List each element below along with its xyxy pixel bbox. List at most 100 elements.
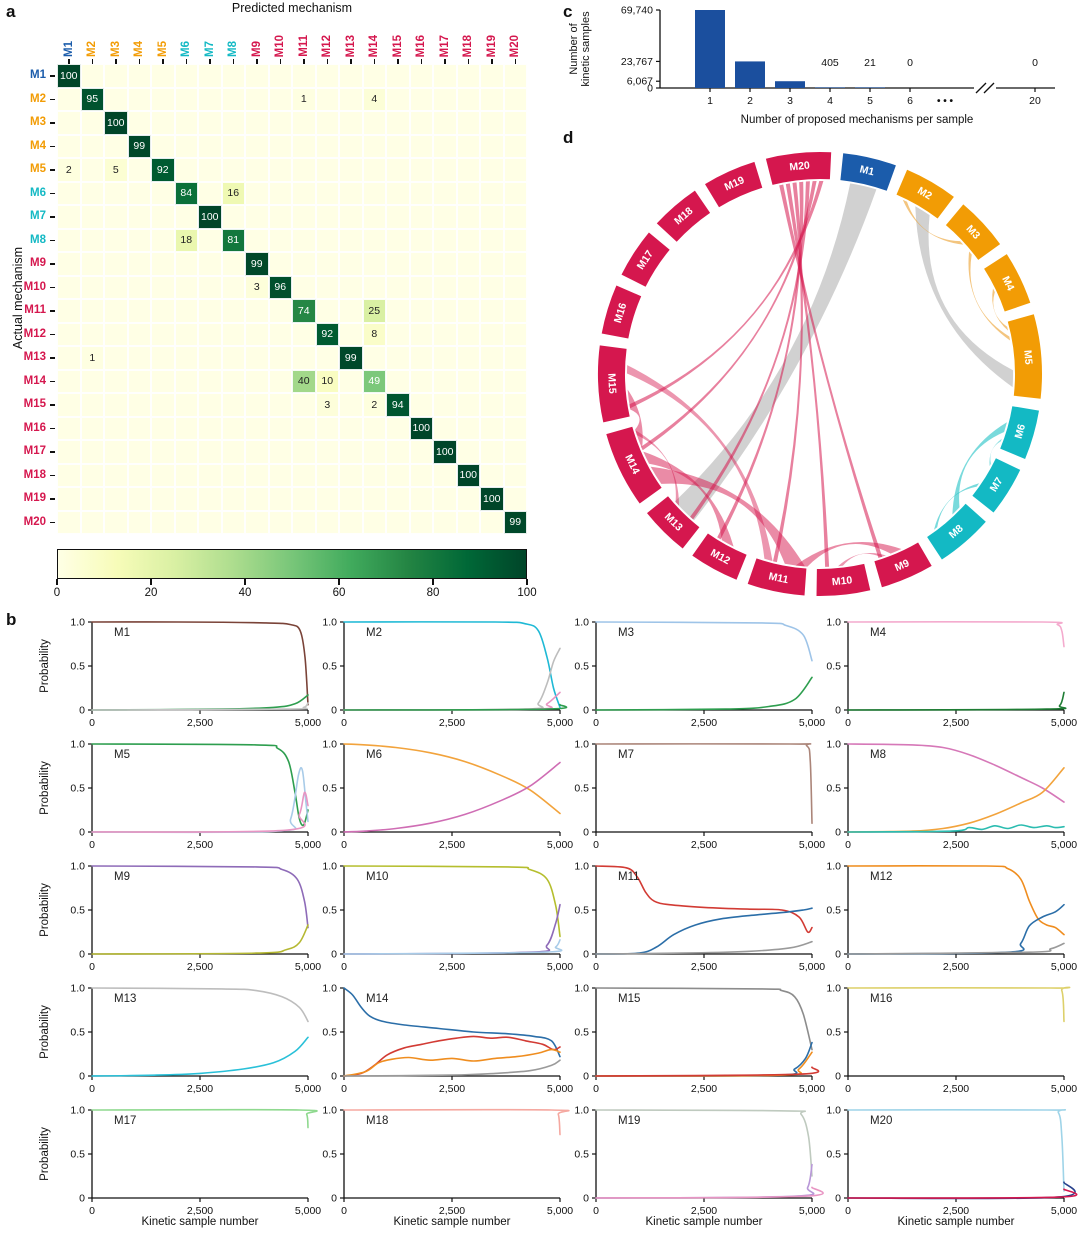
- series-line: [91, 694, 309, 711]
- series-line: [91, 1036, 309, 1077]
- plot-xtick-label: 5,000: [1051, 1083, 1077, 1095]
- cm-cell-M2-M18: [456, 87, 480, 111]
- plot-ytick-label: 0.5: [70, 1027, 85, 1039]
- bar-value-label: 0: [1032, 57, 1038, 69]
- plot-xtick-label: 0: [89, 961, 95, 973]
- cm-cell-M16-M3: [104, 416, 128, 440]
- plot-xtick-label: 2,500: [691, 717, 717, 729]
- col-label-M12: M12: [321, 34, 334, 57]
- cm-cell-M8-M11: [292, 228, 316, 252]
- chord-arc-M1: [840, 153, 896, 191]
- cm-cell-M9-M18: [456, 252, 480, 276]
- cm-cell-M20-M5: [151, 510, 175, 534]
- plot-mechanism-label: M9: [114, 871, 130, 883]
- cm-cell-M4-M4: 99: [127, 134, 151, 158]
- lineplot-M11: 0 0.5 1.0 0 2,500 5,000 M11: [574, 861, 825, 974]
- cm-cell-M16-M8: [221, 416, 245, 440]
- cm-cell-M3-M10: [268, 111, 292, 135]
- bar-yaxis-title: Number ofkinetic samples: [568, 11, 592, 87]
- plot-xaxis-title: Kinetic sample number: [898, 1216, 1015, 1228]
- axis-ellipsis: • • •: [937, 96, 954, 107]
- bar-xtick-label: 4: [827, 95, 833, 107]
- plot-xtick-label: 2,500: [943, 1205, 969, 1217]
- cm-cell-M20-M12: [315, 510, 339, 534]
- lineplot-M12: 0 0.5 1.0 0 2,500 5,000 M12: [826, 861, 1077, 974]
- cm-cell-M16-M12: [315, 416, 339, 440]
- cm-cell-M12-M1: [57, 322, 81, 346]
- chord-arc-M15: [597, 345, 630, 423]
- cm-cell-M4-M2: [80, 134, 104, 158]
- lineplot-M5: 0 0.5 1.0 0 2,500 5,000 M5 Probability: [39, 739, 321, 852]
- cm-cell-M19-M1: [57, 487, 81, 511]
- cm-cell-M16-M17: [433, 416, 457, 440]
- series-line: [343, 621, 561, 709]
- cm-cell-M15-M15: 94: [386, 393, 410, 417]
- chord-ribbon-M2-M5: [915, 206, 1014, 388]
- panel-letter-d: d: [563, 128, 574, 147]
- plot-mechanism-label: M13: [114, 993, 136, 1005]
- cm-cell-M18-M3: [104, 463, 128, 487]
- cm-cell-M5-M2: [80, 158, 104, 182]
- chord-arc-M12: [692, 533, 747, 580]
- row-tick-M7: [50, 216, 55, 218]
- cm-cell-M2-M12: [315, 87, 339, 111]
- row-tick-M20: [50, 521, 55, 523]
- cm-cell-M11-M18: [456, 299, 480, 323]
- cm-cell-M19-M7: [198, 487, 222, 511]
- plot-yaxis-title: Probability: [39, 1127, 51, 1181]
- axis-break-mark: [983, 82, 995, 94]
- cm-cell-M18-M7: [198, 463, 222, 487]
- bar-value-label: 21: [864, 57, 876, 69]
- plot-xtick-label: 5,000: [295, 839, 321, 851]
- cm-cell-M11-M4: [127, 299, 151, 323]
- cm-cell-M18-M18: 100: [456, 463, 480, 487]
- row-tick-M18: [50, 474, 55, 476]
- cm-cell-M12-M17: [433, 322, 457, 346]
- cm-cell-M15-M1: [57, 393, 81, 417]
- cm-cell-M2-M17: [433, 87, 457, 111]
- plot-ytick-label: 0: [79, 1193, 85, 1205]
- col-tick-M17: [444, 58, 446, 64]
- series-line: [343, 703, 568, 711]
- cm-cell-M8-M8: 81: [221, 228, 245, 252]
- cm-cell-M17-M5: [151, 440, 175, 464]
- chord-arc-label-M16: M16: [612, 301, 629, 324]
- cm-cell-M20-M6: [174, 510, 198, 534]
- plot-xtick-label: 5,000: [547, 717, 573, 729]
- chord-arc-M2: [896, 169, 954, 219]
- cm-cell-M12-M8: [221, 322, 245, 346]
- row-tick-M6: [50, 192, 55, 194]
- cm-cell-M19-M19: 100: [480, 487, 504, 511]
- cm-cell-M19-M9: [245, 487, 269, 511]
- cm-cell-M9-M8: [221, 252, 245, 276]
- chord-ribbon-M20-M10: [785, 183, 830, 567]
- cm-cell-M12-M14: 8: [362, 322, 386, 346]
- plot-ytick-label: 0: [835, 1193, 841, 1205]
- row-tick-M17: [50, 451, 55, 453]
- colorbar-tick-label: 80: [426, 587, 440, 599]
- plot-xtick-label: 2,500: [691, 1083, 717, 1095]
- cm-cell-M8-M15: [386, 228, 410, 252]
- row-tick-M1: [50, 75, 55, 77]
- col-tick-M6: [185, 58, 187, 64]
- col-tick-M18: [467, 58, 469, 64]
- cm-cell-M10-M3: [104, 275, 128, 299]
- series-line: [343, 691, 561, 711]
- row-tick-M9: [50, 263, 55, 265]
- lineplot-M16: 0 0.5 1.0 0 2,500 5,000 M16: [826, 983, 1077, 1096]
- cm-cell-M11-M19: [480, 299, 504, 323]
- series-line: [343, 1108, 570, 1136]
- cm-cell-M13-M12: [315, 346, 339, 370]
- cm-cell-M20-M10: [268, 510, 292, 534]
- chord-arc-M5: [1007, 314, 1042, 399]
- cm-cell-M1-M6: [174, 64, 198, 88]
- cm-cell-M8-M1: [57, 228, 81, 252]
- cm-cell-M17-M3: [104, 440, 128, 464]
- series-line: [343, 865, 561, 938]
- chord-arc-label-M9: M9: [893, 557, 911, 574]
- bar-xtick-label: 6: [907, 95, 913, 107]
- cm-cell-M19-M13: [339, 487, 363, 511]
- cm-cell-M20-M18: [456, 510, 480, 534]
- col-tick-M20: [514, 58, 516, 64]
